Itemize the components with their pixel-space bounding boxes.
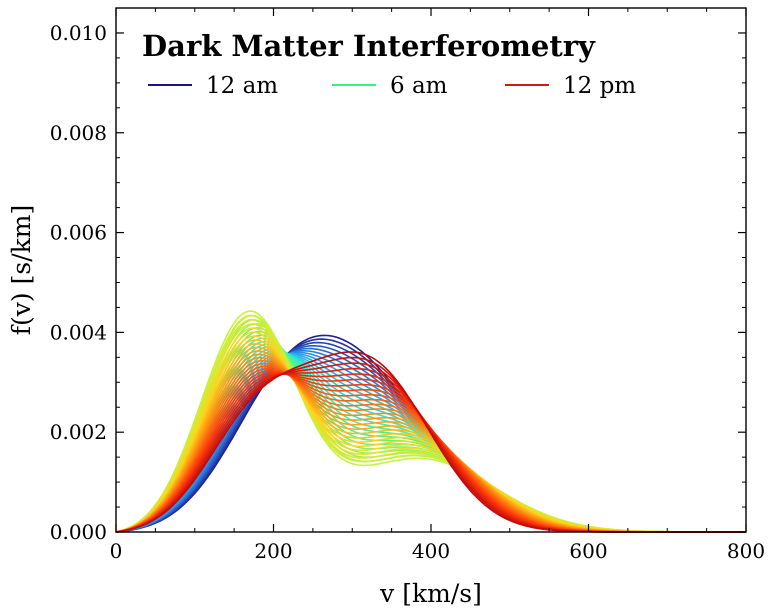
y-tick-label: 0.004: [50, 320, 107, 344]
y-tick-label: 0.002: [50, 420, 107, 444]
plot-frame: [115, 7, 747, 533]
x-tick-group: 0 200 400 600 800: [110, 8, 765, 563]
y-tick-label: 0.008: [50, 121, 107, 145]
x-tick-label: 200: [254, 539, 292, 563]
x-axis-title: v [km/s]: [379, 579, 482, 608]
y-tick-label: 0.000: [50, 520, 107, 544]
x-tick-label: 0: [110, 539, 123, 563]
x-tick-label: 600: [569, 539, 607, 563]
legend-label-12am: 12 am: [206, 73, 278, 99]
chart-title: Dark Matter Interferometry: [142, 29, 596, 63]
y-tick-label: 0.006: [50, 221, 107, 245]
legend: 12 am 6 am 12 pm: [148, 73, 636, 99]
y-axis-title: f(v) [s/km]: [7, 205, 36, 335]
y-tick-label: 0.010: [50, 21, 107, 45]
legend-label-12pm: 12 pm: [563, 73, 636, 99]
x-tick-label: 400: [412, 539, 450, 563]
x-tick-label: 800: [727, 539, 765, 563]
legend-label-6am: 6 am: [390, 73, 448, 99]
